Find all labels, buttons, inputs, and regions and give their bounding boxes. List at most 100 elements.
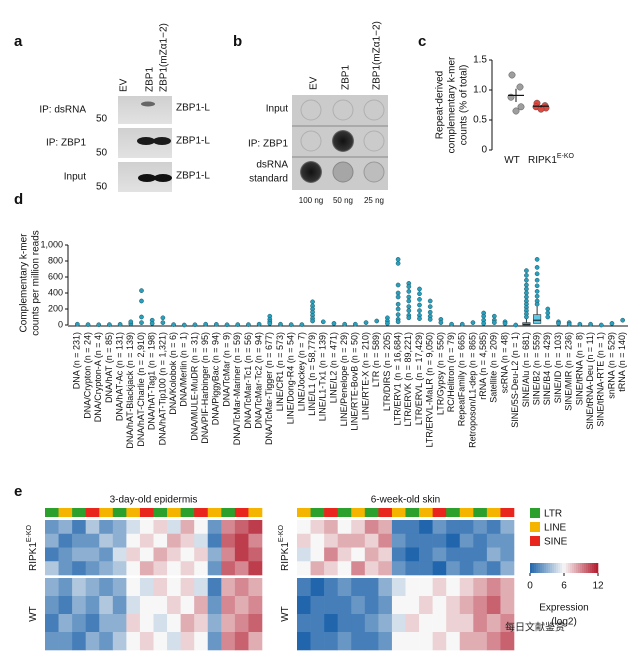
heatmap-cell: [473, 596, 488, 615]
point: [85, 322, 91, 327]
x-tick-label: DNA/TcMar-Tc1 (n = 56): [243, 332, 253, 429]
heatmap-cell: [85, 596, 100, 615]
heatmap-cell: [310, 520, 325, 535]
annotation-cell: [112, 508, 127, 517]
y-tick-label: 0: [481, 145, 487, 156]
y-tick-label: 400: [48, 287, 63, 297]
colorbar-tick-label: 0: [527, 581, 533, 592]
dot: [332, 130, 354, 152]
heatmap-cell: [153, 578, 168, 597]
heatmap-cell: [207, 520, 222, 535]
colorbar-step: [534, 563, 537, 573]
point: [395, 261, 401, 266]
point: [524, 282, 529, 288]
annotation-cell: [486, 508, 501, 517]
heatmap-cell: [112, 547, 127, 562]
heatmap-cell: [234, 561, 249, 576]
heatmap-cell: [473, 561, 488, 576]
x-tick-label: LTR/DIRS (n = 205): [382, 332, 392, 411]
heatmap-cell: [432, 520, 447, 535]
annotation-cell: [248, 508, 263, 517]
panel-label: a: [14, 33, 23, 50]
heatmap-cell: [364, 547, 379, 562]
point: [363, 320, 369, 325]
heatmap-cell: [351, 632, 366, 651]
heatmap-cell: [72, 547, 86, 562]
heatmap-cell: [500, 547, 515, 562]
heatmap-cell: [324, 520, 338, 535]
lane-label: ZBP1: [341, 65, 352, 90]
colorbar-step: [570, 563, 573, 573]
heatmap-cell: [486, 596, 501, 615]
y-tick-label: 1.5: [473, 55, 487, 66]
heatmap-cell: [364, 632, 379, 651]
heatmap-cell: [167, 596, 181, 615]
x-tick-label: LTR/ERVL-MaLR (n = 9,050): [425, 332, 435, 447]
point: [417, 308, 422, 313]
point: [417, 286, 422, 292]
heatmap-cell: [153, 533, 168, 548]
heatmap-cell: [473, 533, 488, 548]
point: [117, 322, 123, 327]
lane-label: ZBP1(mZα1−2): [372, 21, 383, 90]
heatmap-cell: [324, 547, 338, 562]
point: [534, 293, 540, 299]
heatmap-cell: [324, 632, 338, 651]
colorbar-step: [588, 563, 591, 573]
x-tick-label: DNA/Crypton-A (n = 4): [93, 332, 103, 422]
point: [406, 315, 412, 321]
x-tick-label: LINE/Dong-R4 (n = 54): [286, 332, 296, 424]
heatmap-title: 6-week-old skin: [371, 495, 440, 506]
x-tick-label: LINE/RTE-BovB (n = 50): [350, 332, 360, 431]
annotation-cell: [391, 508, 406, 517]
heatmap-cell: [207, 533, 222, 548]
colorbar-unit: (log2): [551, 617, 577, 628]
heatmap-cell: [391, 578, 406, 597]
dot: [300, 161, 322, 183]
heatmap-cell: [45, 614, 59, 633]
row-label: Input: [266, 104, 288, 115]
x-tick-label: DNA/TcMar-Mariner (n = 59): [232, 332, 242, 445]
heatmap-cell: [297, 614, 311, 633]
point: [524, 294, 529, 300]
dot: [300, 130, 322, 152]
heatmap-cell: [473, 632, 488, 651]
point: [524, 314, 529, 320]
heatmap-cell: [310, 547, 325, 562]
heatmap-cell: [234, 547, 249, 562]
colorbar-step: [586, 563, 589, 573]
colorbar-step: [580, 563, 583, 573]
colorbar-step: [594, 563, 597, 573]
point: [512, 107, 520, 115]
point: [395, 319, 401, 325]
heatmap-cell: [405, 632, 420, 651]
heatmap-cell: [500, 578, 515, 597]
heatmap-cell: [221, 520, 236, 535]
x-tick-label: LINE/Jockey (n = 7): [296, 332, 306, 411]
heatmap-cell: [194, 547, 209, 562]
heatmap-cell: [167, 520, 181, 535]
dot: [363, 99, 385, 121]
x-tick-label: DNA/hAT-Tag1 (n = 198): [147, 332, 157, 430]
panel-label: d: [14, 191, 23, 208]
point: [96, 322, 102, 328]
x-tick-label: DNA/TcMar (n = 9): [221, 332, 231, 407]
point: [139, 320, 144, 325]
point: [534, 257, 540, 262]
heatmap-cell: [405, 520, 420, 535]
heatmap-cell: [234, 578, 249, 597]
heatmap-cell: [500, 561, 515, 576]
heatmap-cell: [112, 520, 127, 535]
heatmap-cell: [337, 578, 352, 597]
heatmap-cell: [139, 547, 154, 562]
panel-b: b EV ZBP1 ZBP1(mZα1−2) Input IP: ZBP1 ds…: [233, 21, 388, 205]
heatmap-cell: [459, 533, 474, 548]
x-tick-label: SINE/5S-Deu-L2 (n = 1): [510, 332, 520, 428]
lane-label: ZBP1: [145, 67, 156, 92]
heatmap-cell: [248, 520, 263, 535]
heatmap-cell: [500, 533, 515, 548]
heatmap-cell: [297, 547, 311, 562]
y-axis-label: counts (% of total): [459, 65, 470, 146]
heatmap-cell: [45, 561, 59, 576]
point: [491, 320, 497, 325]
